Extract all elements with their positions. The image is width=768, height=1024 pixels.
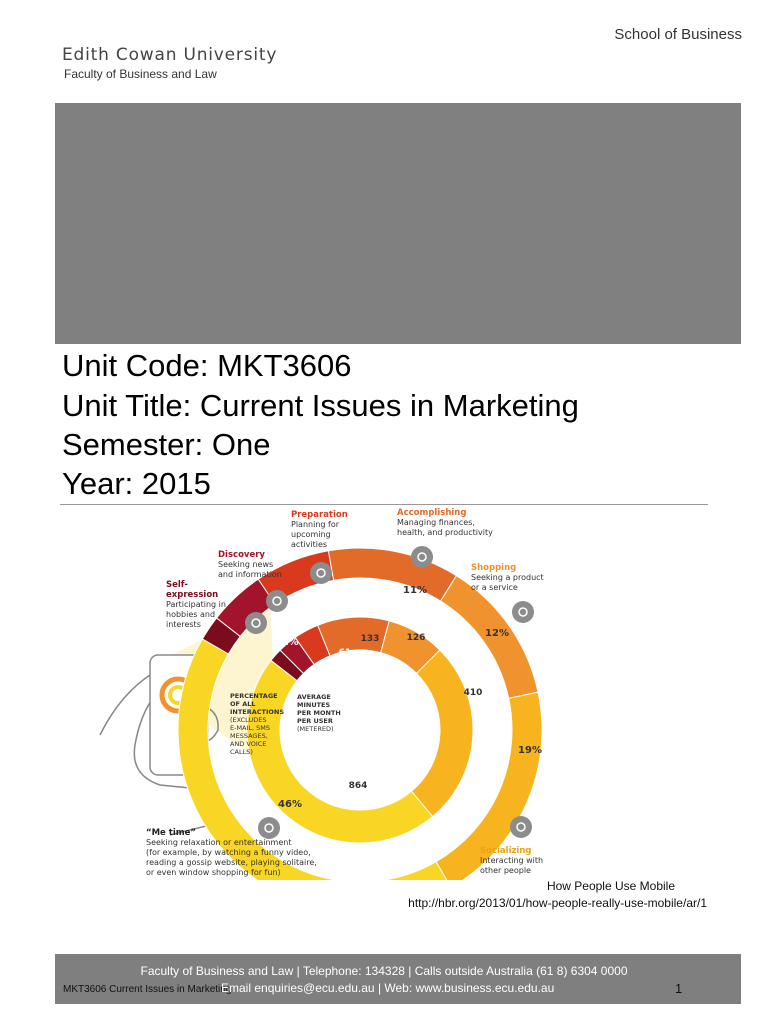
center-right-line: MINUTES	[297, 701, 330, 709]
center-left-line: (EXCLUDES	[230, 716, 266, 724]
minutes-label: 126	[407, 633, 426, 643]
center-left-line: CALLS)	[230, 748, 253, 756]
cart-icon	[512, 601, 534, 623]
center-right-line: (METERED)	[297, 725, 334, 733]
category-description: upcoming	[291, 530, 331, 539]
university-name: Edith Cowan University	[62, 45, 278, 65]
cart-icon-glyph	[518, 607, 528, 617]
category-description: Planning for	[291, 520, 340, 529]
airplane-icon-glyph	[316, 568, 326, 578]
semester: Semester: One	[62, 427, 271, 462]
banner-image-placeholder	[55, 103, 741, 344]
category-description: hobbies and	[166, 610, 215, 619]
minutes-label: 61	[339, 648, 352, 658]
category-name: Accomplishing	[397, 508, 466, 518]
unit-code: Unit Code: MKT3606	[62, 348, 352, 383]
airplane-icon	[310, 562, 332, 584]
category-description: and information	[218, 570, 282, 579]
inner-ring-segment	[410, 649, 474, 818]
film-strip-icon	[258, 817, 280, 839]
camera-icon	[245, 612, 267, 634]
category-name: “Me time”	[146, 828, 196, 838]
chat-bubble-icon	[510, 816, 532, 838]
year: Year: 2015	[62, 466, 211, 501]
category-description: (for example, by watching a funny video,	[146, 848, 311, 857]
category-description: Seeking relaxation or entertainment	[146, 838, 291, 847]
school-name: School of Business	[614, 26, 742, 43]
category-description: activities	[291, 540, 327, 549]
minutes-label: 864	[349, 781, 368, 791]
page-number: 1	[675, 981, 683, 996]
outer-ring-segment	[435, 691, 543, 880]
footer-contact: Faculty of Business and Law | Telephone:…	[140, 964, 628, 978]
percent-label: 1%	[282, 637, 299, 648]
center-right-line: PER MONTH	[297, 709, 341, 717]
percent-label: 4%	[287, 622, 304, 633]
figure-caption: How People Use Mobile	[546, 879, 675, 893]
minutes-label: 47	[325, 672, 338, 682]
category-name: Socializing	[480, 846, 531, 856]
category-name: Shopping	[471, 563, 516, 573]
donut-chart	[177, 547, 543, 880]
footer-bar	[55, 954, 741, 1004]
minutes-label: 133	[361, 634, 380, 644]
category-description: Participating in	[166, 600, 226, 609]
category-name: Self-	[166, 580, 188, 590]
unit-title: Unit Title: Current Issues in Marketing	[62, 388, 579, 423]
category-name: Discovery	[218, 550, 265, 560]
center-left-line: AND VOICE	[230, 740, 266, 748]
chat-bubble-icon-glyph	[516, 822, 526, 832]
signal-bars-icon	[266, 590, 288, 612]
category-name: expression	[166, 590, 218, 600]
center-left-line: E-MAIL, SMS	[230, 724, 270, 732]
minutes-label: 410	[464, 688, 483, 698]
footer-email-web[interactable]: Email enquiries@ecu.edu.au | Web: www.bu…	[221, 981, 555, 995]
center-left-line: INTERACTIONS	[230, 708, 284, 716]
minutes-label: 21	[322, 681, 335, 691]
percent-label: 11%	[403, 585, 427, 596]
camera-icon-glyph	[251, 618, 261, 628]
stopwatch-icon	[411, 546, 433, 568]
divider	[60, 504, 708, 505]
film-strip-icon-glyph	[264, 823, 274, 833]
inner-ring-segment	[246, 659, 434, 844]
center-left-line: MESSAGES,	[230, 732, 268, 740]
category-name: Preparation	[291, 510, 348, 520]
category-description: Seeking a product	[471, 573, 544, 582]
category-description: Managing finances,	[397, 518, 475, 527]
stopwatch-icon-glyph	[417, 552, 427, 562]
faculty-name: Faculty of Business and Law	[64, 67, 217, 81]
percent-label: 12%	[485, 628, 509, 639]
percent-label: 7%	[328, 592, 345, 603]
center-left-line: OF ALL	[230, 700, 256, 708]
percent-label: 46%	[278, 799, 302, 810]
category-description: Interacting with	[480, 856, 543, 865]
category-description: other people	[480, 866, 531, 875]
category-description: or a service	[471, 583, 518, 592]
mobile-usage-infographic: PERCENTAGE OF ALL INTERACTIONS (EXCLUDES…	[99, 508, 544, 880]
outer-ring-segment	[177, 638, 448, 880]
figure-source-url[interactable]: http://hbr.org/2013/01/how-people-really…	[408, 896, 707, 910]
footer-unit-name: MKT3606 Current Issues in Marketing	[63, 984, 232, 995]
category-description: health, and productivity	[397, 528, 493, 537]
center-left-line: PERCENTAGE	[230, 692, 278, 700]
center-right-line: AVERAGE	[297, 693, 331, 701]
category-description: or even window shopping for fun)	[146, 868, 281, 877]
center-right-line: PER USER	[297, 717, 333, 725]
signal-bars-icon-glyph	[272, 596, 282, 606]
category-description: Seeking news	[218, 560, 273, 569]
category-description: interests	[166, 620, 201, 629]
outer-ring-segment	[327, 547, 458, 602]
category-description: reading a gossip website, playing solita…	[146, 858, 317, 867]
percent-label: 19%	[518, 745, 542, 756]
